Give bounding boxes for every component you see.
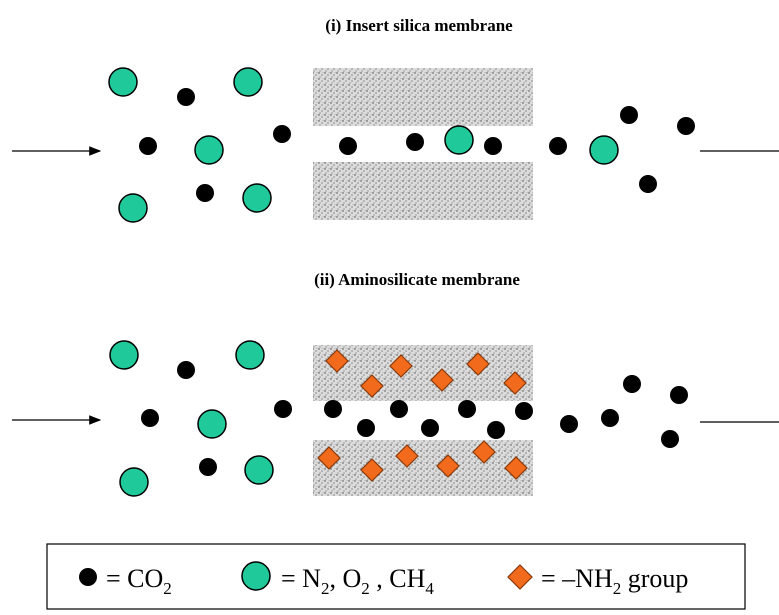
co2-molecule-icon: [484, 137, 502, 155]
co2-molecule-icon: [274, 400, 292, 418]
co2-molecule-icon: [199, 458, 217, 476]
co2-molecule-icon: [357, 419, 375, 437]
co2-molecule-icon: [324, 400, 342, 418]
co2-molecule-icon: [661, 430, 679, 448]
co2-molecule-icon: [390, 400, 408, 418]
co2-molecule-icon: [177, 361, 195, 379]
gas-molecule-icon: [109, 340, 139, 370]
panel-silica: (i) Insert silica membrane: [12, 16, 779, 223]
gas-molecule-icon: [244, 455, 274, 485]
gas-molecule-icon: [119, 467, 149, 497]
gas-molecule-icon: [589, 135, 619, 165]
amine-group-icon: [466, 352, 490, 376]
co2-molecule-icon: [79, 568, 97, 586]
co2-molecule-icon: [458, 400, 476, 418]
legend-co2-label: = CO2: [106, 564, 172, 598]
amine-group-icon: [317, 446, 341, 470]
gas-molecule-icon: [197, 409, 227, 439]
amine-group-icon: [395, 444, 419, 468]
co2-molecule-icon: [141, 409, 159, 427]
panel-aminosilicate: (ii) Aminosilicate membrane: [12, 270, 779, 497]
co2-molecule-icon: [549, 137, 567, 155]
co2-molecule-icon: [487, 421, 505, 439]
co2-molecule-icon: [677, 117, 695, 135]
co2-molecule-icon: [601, 409, 619, 427]
co2-molecule-icon: [196, 184, 214, 202]
co2-molecule-icon: [177, 88, 195, 106]
gas-molecule-icon: [194, 135, 224, 165]
legend: = CO2 = N2, O2 , CH4 = –NH2 group: [46, 543, 746, 610]
gas-molecule-icon: [444, 125, 474, 155]
co2-molecule-icon: [406, 133, 424, 151]
gas-molecule-icon: [233, 67, 263, 97]
gas-molecule-icon: [108, 67, 138, 97]
amine-group-icon: [360, 374, 384, 398]
amine-group-icon: [325, 349, 349, 373]
membrane-wall-top: [313, 68, 533, 126]
panel-title-aminosilicate: (ii) Aminosilicate membrane: [314, 270, 520, 289]
gas-molecule-icon: [118, 193, 148, 223]
co2-molecule-icon: [670, 386, 688, 404]
co2-molecule-icon: [339, 137, 357, 155]
amine-group-icon: [503, 371, 527, 395]
gas-molecule-icon: [242, 183, 272, 213]
membrane-wall-bottom: [313, 440, 533, 496]
gas-molecule-icon: [241, 561, 271, 591]
amine-group-icon: [436, 454, 460, 478]
membrane-wall-bottom: [313, 162, 533, 220]
panel-title-silica: (i) Insert silica membrane: [325, 16, 513, 35]
legend-gases-label: = N2, O2 , CH4: [281, 564, 434, 598]
gas-molecule-icon: [235, 340, 265, 370]
co2-molecule-icon: [623, 375, 641, 393]
amine-group-icon: [430, 368, 454, 392]
co2-molecule-icon: [139, 137, 157, 155]
co2-molecule-icon: [515, 402, 533, 420]
co2-molecule-icon: [639, 175, 657, 193]
amine-group-icon: [389, 354, 413, 378]
co2-molecule-icon: [620, 106, 638, 124]
amine-group-icon: [504, 456, 528, 480]
amine-group-icon: [507, 564, 533, 590]
membrane-wall-top: [313, 345, 533, 401]
co2-molecule-icon: [421, 419, 439, 437]
legend-box: [46, 543, 746, 610]
legend-amine-label: = –NH2 group: [541, 564, 688, 598]
co2-molecule-icon: [560, 415, 578, 433]
amine-group-icon: [360, 458, 384, 482]
co2-molecule-icon: [273, 125, 291, 143]
amine-group-icon: [472, 440, 496, 464]
